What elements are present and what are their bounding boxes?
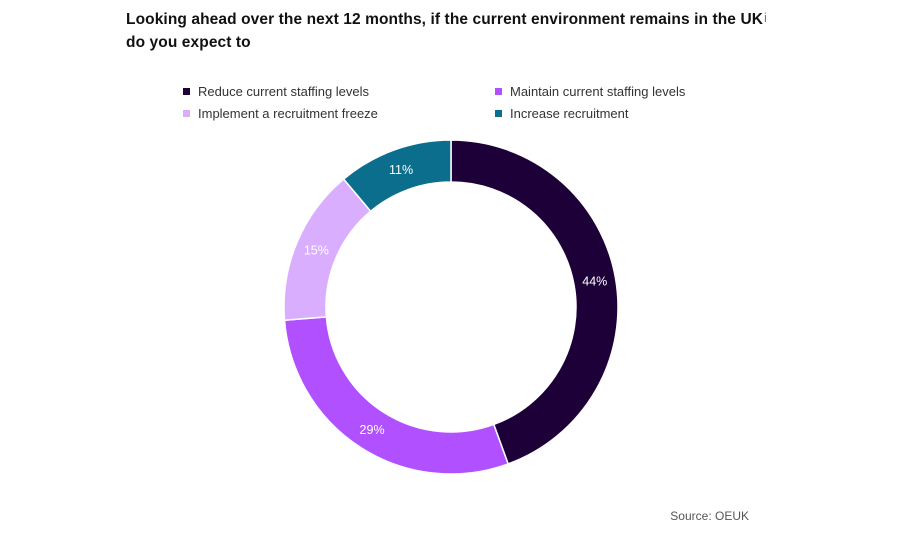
legend-label-increase: Increase recruitment [510,106,629,121]
chart-title: Looking ahead over the next 12 months, i… [126,11,764,51]
data-label-freeze: 15% [304,244,329,258]
legend-label-freeze: Implement a recruitment freeze [198,106,378,121]
legend-item-maintain[interactable]: Maintain current staffing levels [495,84,685,99]
donut-slice-increase[interactable] [342,139,452,213]
legend-label-reduce: Reduce current staffing levels [198,84,370,99]
legend-item-reduce[interactable]: Reduce current staffing levels [183,84,369,99]
data-label-increase: 11% [389,163,413,177]
legend-item-freeze[interactable]: Implement a recruitment freeze [183,106,378,121]
legend-item-increase[interactable]: Increase recruitment [495,106,629,121]
chart-legend: Reduce current staffing levels Maintain … [183,84,743,128]
info-icon[interactable]: i [764,10,767,25]
data-label-reduce: 44% [582,275,607,289]
donut-slice-maintain[interactable] [283,316,510,475]
legend-label-maintain: Maintain current staffing levels [510,84,686,99]
legend-swatch-maintain [495,88,502,95]
source-note: Source: OEUK [670,509,749,523]
legend-swatch-reduce [183,88,190,95]
data-label-maintain: 29% [360,423,385,437]
donut-slice-reduce[interactable] [450,139,619,465]
legend-swatch-freeze [183,110,190,117]
legend-swatch-increase [495,110,502,117]
